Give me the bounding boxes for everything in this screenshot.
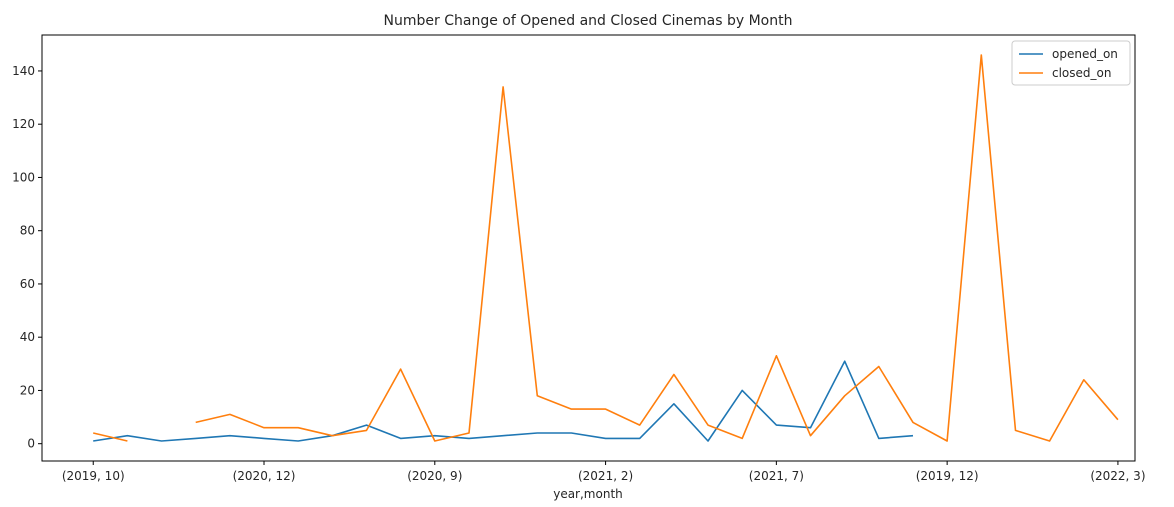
y-tick-label: 0 <box>27 437 35 451</box>
plot-frame <box>41 34 1136 462</box>
x-tick-label: (2019, 10) <box>62 469 125 483</box>
chart-title: Number Change of Opened and Closed Cinem… <box>384 13 793 29</box>
x-tick-label: (2022, 3) <box>1090 469 1145 483</box>
legend-box <box>1011 40 1131 86</box>
y-tick-label: 40 <box>20 330 35 344</box>
x-tick-label: (2021, 7) <box>749 469 804 483</box>
y-tick-label: 100 <box>12 170 35 184</box>
x-tick-label: (2020, 9) <box>407 469 462 483</box>
legend-label: closed_on <box>1052 66 1111 80</box>
x-tick-label: (2019, 12) <box>916 469 979 483</box>
series-line-closed-on <box>93 54 1119 442</box>
y-tick-label: 20 <box>20 383 35 397</box>
y-tick-label: 120 <box>12 117 35 131</box>
x-tick-label: (2021, 2) <box>578 469 633 483</box>
x-tick-label: (2020, 12) <box>233 469 296 483</box>
plot-area <box>93 54 1119 442</box>
y-tick-label: 60 <box>20 277 35 291</box>
y-tick-label: 140 <box>12 64 35 78</box>
legend-label: opened_on <box>1052 47 1118 61</box>
x-axis-label: year,month <box>553 487 623 501</box>
series-line-opened-on <box>93 360 914 442</box>
legend: opened_on closed_on <box>1011 40 1131 86</box>
y-tick-label: 80 <box>20 224 35 238</box>
